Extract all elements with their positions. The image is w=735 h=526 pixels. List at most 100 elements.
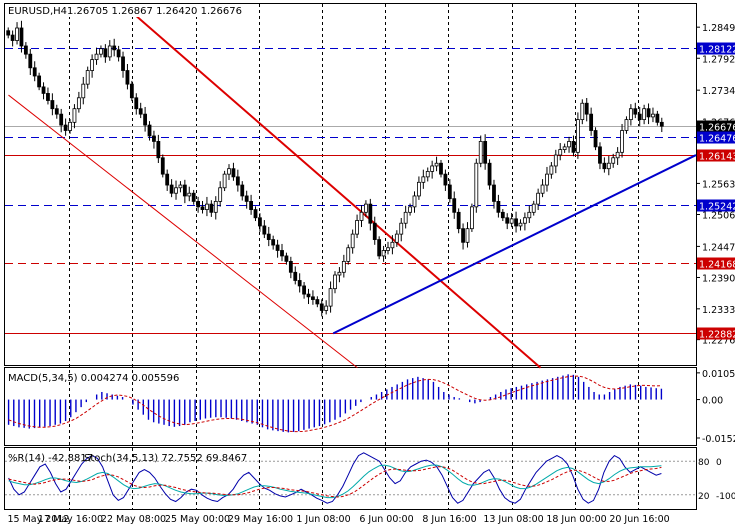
price-axis: 1.284951.279251.273401.267651.262001.256… <box>696 23 735 347</box>
time-tick-label: 8 Jun 16:00 <box>422 514 476 525</box>
candle-body <box>191 192 196 202</box>
time-tick-label: 17 May 16:00 <box>38 514 103 525</box>
candle-body <box>412 195 417 208</box>
candle-body <box>134 97 139 110</box>
price-tick-label: 1.25060 <box>702 210 735 221</box>
candle-body <box>558 149 563 156</box>
candle-body <box>63 124 68 131</box>
candle-body <box>315 299 320 305</box>
candle-body <box>337 271 342 276</box>
macd-tick-label: 0.00 <box>702 396 723 407</box>
candle-body <box>584 102 589 115</box>
price-tick-label: 1.23330 <box>702 305 735 316</box>
candle-body <box>492 184 496 202</box>
candle-body <box>59 113 64 126</box>
candle-body <box>302 285 306 295</box>
candle-body <box>138 108 143 115</box>
candle-body <box>165 173 170 186</box>
candle-body <box>606 162 611 170</box>
oscillator-tick-label: 0 <box>716 458 722 468</box>
candle-body <box>487 162 492 186</box>
candle-body <box>615 151 620 159</box>
oscillator-tick-label: 20 <box>698 492 710 502</box>
candle-body <box>593 130 598 148</box>
candle-body <box>637 113 642 121</box>
candle-body <box>328 288 333 307</box>
candle-body <box>107 45 112 58</box>
candle-body <box>651 113 655 118</box>
candle-body <box>439 162 443 175</box>
candle-body <box>346 247 351 262</box>
candle-body <box>602 162 607 170</box>
candle-body <box>50 100 55 110</box>
candle-body <box>72 108 77 123</box>
price-levels <box>5 48 696 334</box>
trendlines <box>8 3 697 369</box>
candle-body <box>41 86 46 94</box>
candle-body <box>474 162 479 208</box>
candle-body <box>478 141 483 164</box>
price-tick-label: 1.25630 <box>702 179 735 190</box>
candle-body <box>522 217 527 224</box>
trendline <box>8 94 358 369</box>
candle-body <box>545 173 549 186</box>
candle-body <box>306 293 311 298</box>
candle-body <box>386 247 390 251</box>
time-tick-label: 20 Jun 16:00 <box>609 514 669 525</box>
macd-histogram <box>7 374 663 433</box>
candle-body <box>249 201 253 210</box>
candle-body <box>143 113 148 126</box>
candle-body <box>624 119 629 131</box>
stoch-label: Stoch(34,5,13) 72.7552 69.8467 <box>84 453 247 464</box>
price-tick-label: 1.28495 <box>702 23 735 34</box>
candle-body <box>10 34 15 41</box>
candle-body <box>311 296 315 300</box>
candle-body <box>425 171 430 178</box>
candle-body <box>655 113 660 123</box>
candle-body <box>99 48 103 55</box>
candle-body <box>94 53 99 61</box>
candle-body <box>434 162 439 167</box>
time-tick-label: 18 Jun 00:00 <box>546 514 606 525</box>
candle-body <box>174 187 178 194</box>
candle-body <box>531 203 536 213</box>
level-value-label: 1.28122 <box>699 45 735 56</box>
candle-body <box>227 168 231 175</box>
candle-body <box>85 70 90 85</box>
candle-body <box>633 108 638 115</box>
candle-body <box>469 206 474 230</box>
candle-body <box>271 239 276 246</box>
price-tick-label: 1.23905 <box>702 273 735 284</box>
ohlc-label: 1.26705 1.26867 1.26420 1.26676 <box>67 6 242 17</box>
time-tick-label: 29 May 16:00 <box>228 514 293 525</box>
candle-body <box>81 83 86 99</box>
candle-body <box>160 157 165 175</box>
time-tick-label: 15 May 2012 <box>8 514 70 525</box>
candle-body <box>461 228 465 243</box>
candle-body <box>187 192 192 197</box>
candle-body <box>620 130 624 153</box>
macd-signal-line <box>8 375 662 433</box>
price-panel[interactable] <box>4 3 697 366</box>
candle-body <box>15 27 19 41</box>
level-value-label: 1.26676 <box>699 123 735 134</box>
candle-body <box>209 203 214 213</box>
candle-body <box>112 45 117 51</box>
time-tick-label: 13 Jun 08:00 <box>483 514 543 525</box>
macd-label: MACD(5,34,5) 0.004274 0.005596 <box>8 373 179 384</box>
level-value-label: 1.26143 <box>699 152 735 163</box>
candle-body <box>76 97 81 110</box>
candle-body <box>509 218 514 224</box>
oscillator-lines <box>5 452 696 504</box>
candle-body <box>319 303 324 311</box>
level-tag <box>697 199 735 212</box>
oscillator-line <box>8 466 662 498</box>
macd-tick-label: -0.015223 <box>702 434 735 445</box>
candle-body <box>430 165 435 172</box>
candle-body <box>628 108 633 121</box>
oscillator-tick-label: 80 <box>698 458 710 468</box>
price-tick-label: 1.27925 <box>702 54 735 65</box>
candle-body <box>275 244 280 251</box>
